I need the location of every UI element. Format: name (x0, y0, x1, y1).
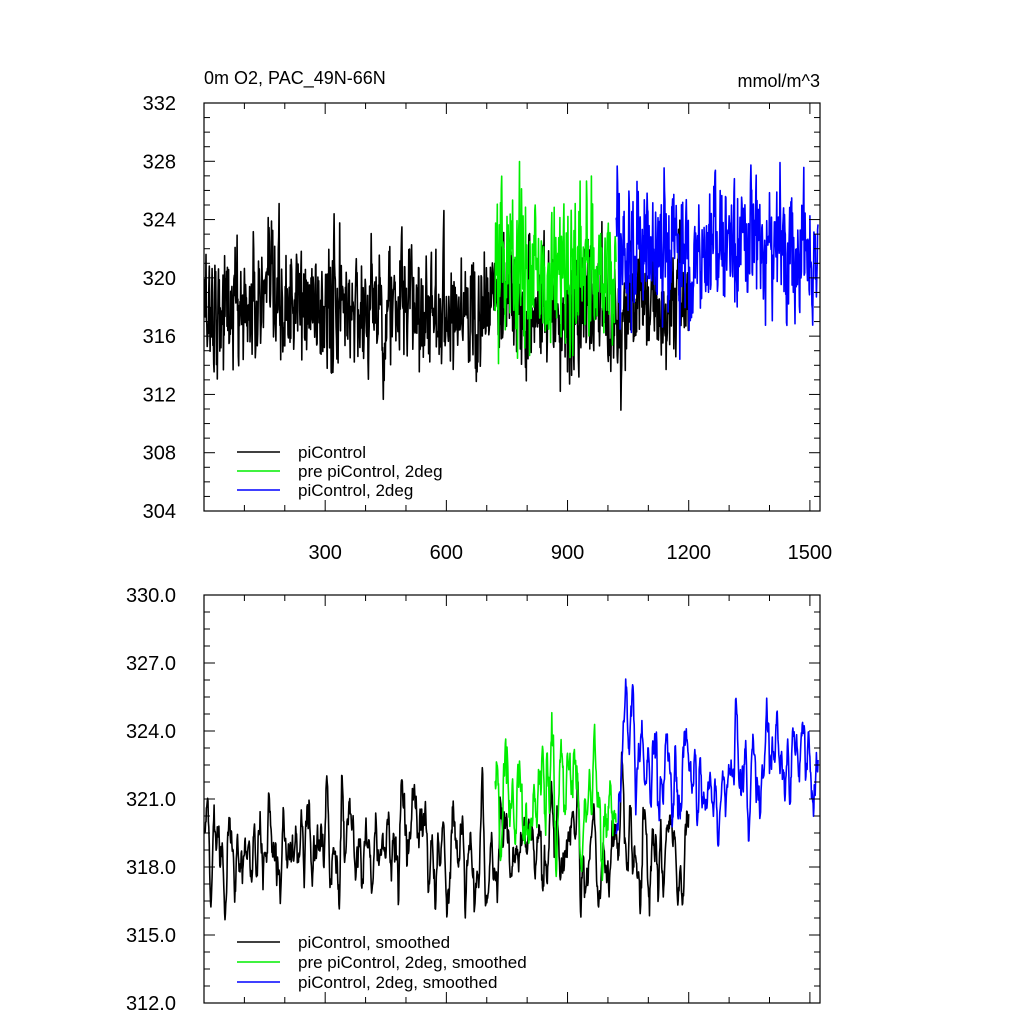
y-tick-label: 327.0 (126, 653, 176, 675)
bottom-panel: 312.0 315.0 318.0 321.0 324.0 327.0 330.0 piCo… (126, 585, 821, 1015)
y-tick-label: 316 (143, 326, 176, 348)
legend-label-picontrol-2deg: piControl, 2deg (298, 481, 413, 500)
legend-label-pre-picontrol-2deg-smoothed: pre piControl, 2deg, smoothed (298, 953, 527, 972)
bottom-y-tick-labels: 312.0 315.0 318.0 321.0 324.0 327.0 330.0 (126, 585, 176, 1015)
legend-label-picontrol-2deg-smoothed: piControl, 2deg, smoothed (298, 973, 497, 992)
y-tick-label: 320 (143, 268, 176, 290)
y-tick-label: 308 (143, 443, 176, 465)
legend-label-picontrol-smoothed: piControl, smoothed (298, 933, 450, 952)
y-tick-label: 318.0 (126, 857, 176, 879)
top-y-tick-labels: 304 308 312 316 320 324 328 332 (143, 93, 176, 523)
top-series-line-picontrol-2deg (615, 161, 819, 361)
top-panel: 304 308 312 316 320 324 328 332 300 600 900 1200 15… (143, 68, 833, 564)
bottom-series-line-pre-picontrol-2deg-smoothed (494, 711, 617, 882)
y-tick-label: 330.0 (126, 585, 176, 607)
y-tick-label: 324.0 (126, 721, 176, 743)
top-series-line-pre-picontrol-2deg (494, 160, 617, 365)
y-tick-label: 312 (143, 384, 176, 406)
bottom-series-layer (203, 678, 819, 921)
y-tick-label: 321.0 (126, 789, 176, 811)
legend-label-picontrol: piControl (298, 443, 366, 462)
x-tick-label: 900 (551, 542, 584, 564)
top-series-layer (203, 160, 819, 411)
bottom-series-line-picontrol-smoothed (203, 751, 690, 921)
y-tick-label: 312.0 (126, 993, 176, 1015)
x-tick-label: 600 (430, 542, 463, 564)
y-tick-label: 304 (143, 501, 176, 523)
y-tick-label: 324 (143, 210, 176, 232)
top-series-line-picontrol (203, 202, 690, 411)
x-tick-label: 1500 (788, 542, 833, 564)
y-tick-label: 315.0 (126, 925, 176, 947)
x-tick-label: 300 (308, 542, 341, 564)
top-chart-title: 0m O2, PAC_49N-66N (204, 68, 386, 89)
top-x-tick-labels: 300 600 900 1200 1500 (308, 542, 832, 564)
top-ticks (204, 102, 820, 512)
top-chart-units: mmol/m^3 (738, 71, 820, 91)
legend-label-pre-picontrol-2deg: pre piControl, 2deg (298, 462, 443, 481)
x-tick-label: 1200 (666, 542, 711, 564)
bottom-series-line-picontrol-2deg-smoothed (615, 678, 819, 847)
y-tick-label: 328 (143, 151, 176, 173)
y-tick-label: 332 (143, 93, 176, 115)
bottom-ticks (204, 594, 820, 1004)
